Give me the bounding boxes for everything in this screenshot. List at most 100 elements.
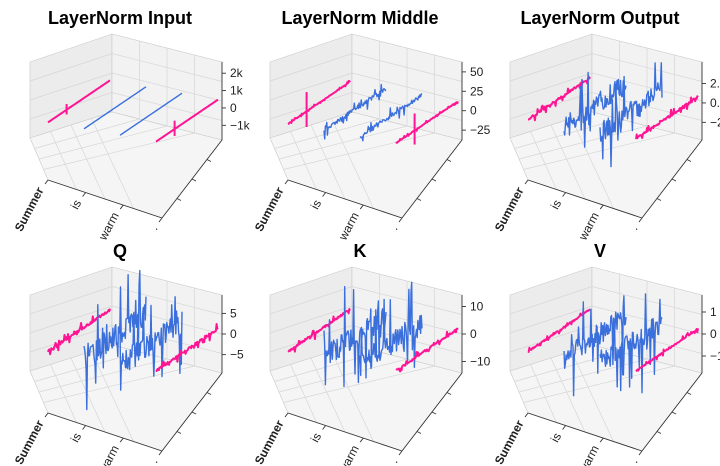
series-line-0 [47,308,111,356]
z-tick-label: −1 [710,349,720,363]
z-tick-label: −1k [230,118,251,132]
grid-line [310,124,346,200]
grid-line [509,53,593,82]
chart-title: K [354,241,367,261]
y-tick-mark [176,198,182,201]
x-tick-mark [44,179,49,185]
x-tick-mark [599,204,604,210]
z-tick-label: 10 [470,300,484,314]
x-tick-mark [524,412,529,418]
grid-line [269,92,353,120]
x-tick-mark [359,204,364,210]
x-tick-mark [44,412,49,418]
x-tick-mark [638,217,643,223]
series-line-2 [359,281,423,377]
x-tick-mark [158,217,163,223]
y-tick-mark [656,431,662,434]
grid-line [509,305,593,334]
grid-line [34,118,140,149]
y-tick-mark [431,411,437,415]
chart-title: LayerNorm Output [520,8,679,28]
y-tick-mark [191,411,197,415]
x-tick-label: warm [95,443,122,466]
y-tick-mark [206,392,212,395]
grid-line [550,357,586,433]
x-tick-label: Summer [252,418,287,466]
grid-line [50,364,77,423]
x-axis-line [527,412,643,452]
x-tick-label: Summer [492,185,527,234]
x-tick-label: Summer [252,185,287,234]
y-tick-mark [191,178,197,182]
grid-line [509,72,593,101]
grid-line [509,286,593,315]
chart-title: LayerNorm Middle [281,8,438,28]
y-tick-mark [686,392,692,395]
grid-line [29,53,113,82]
series-line-1 [563,295,627,397]
x-tick-label: warm [575,443,602,466]
x-axis-line [47,412,163,452]
x-tick-mark [322,425,326,430]
grid-line [50,131,77,190]
y-tick-mark [686,159,692,162]
x-tick-label: . [147,223,161,233]
z-tick-label: 2.5 [710,77,720,91]
series-line-1 [83,86,147,130]
grid-line [29,72,113,101]
z-tick-label: −10 [470,355,491,369]
x-tick-label: . [387,223,401,233]
x-tick-label: warm [575,210,602,243]
x-tick-label: warm [335,210,362,243]
series-line-3 [155,98,219,143]
y-tick-mark [416,198,422,201]
x-tick-label: is [308,197,324,211]
x-tick-mark [119,204,124,210]
x-tick-label: warm [95,210,122,243]
x-tick-mark [119,437,124,443]
x-tick-label: is [548,430,564,444]
z-tick-label: 1k [230,84,244,98]
x-tick-mark [82,425,86,430]
series-line-1 [323,83,387,140]
x-tick-label: . [387,456,401,466]
x-tick-mark [158,450,163,456]
grid-line [523,365,675,403]
z-tick-label: 2k [230,66,244,80]
x-tick-mark [284,179,289,185]
x-axis-line [47,179,163,219]
x-tick-label: is [548,197,564,211]
x-tick-mark [638,450,643,456]
grid-line [290,364,317,423]
x-tick-mark [82,192,86,197]
x-tick-label: is [68,430,84,444]
grid-line [274,351,380,382]
series-line-0 [527,308,591,353]
x-tick-mark [284,412,289,418]
grid-line [269,325,353,353]
series-line-0 [287,308,351,353]
grid-line [530,131,557,190]
x-tick-label: . [627,456,641,466]
grid-line [290,131,317,190]
z-tick-label: −5 [230,348,244,362]
series-line-3 [395,101,459,145]
x-tick-label: Summer [492,418,527,466]
z-tick-label: 0 [710,327,717,341]
series-line-3 [635,95,699,140]
x-tick-mark [398,450,403,456]
x-tick-mark [599,437,604,443]
z-tick-label: 50 [470,65,484,79]
grid-line [269,53,353,82]
grid-line [29,286,113,315]
series-line-2 [119,296,183,391]
x-tick-mark [524,179,529,185]
x-tick-label: Summer [12,418,47,466]
series-line-2 [599,62,663,168]
x-tick-mark [398,217,403,223]
x-tick-label: is [308,430,324,444]
x-tick-label: warm [335,443,362,466]
